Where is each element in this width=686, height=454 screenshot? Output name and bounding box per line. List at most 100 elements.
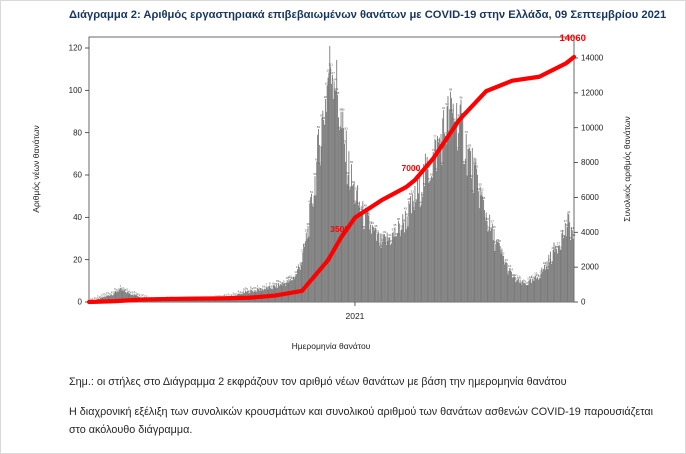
bar <box>450 98 452 302</box>
bar-value-label: 6 <box>253 286 255 290</box>
bar-value-label: 2 <box>144 295 146 299</box>
bar-value-label: 16 <box>546 265 550 269</box>
bar-value-label: 28 <box>498 239 502 243</box>
bar-value-label: 24 <box>553 248 557 252</box>
bar <box>172 300 174 302</box>
bar <box>444 133 445 302</box>
bar <box>471 147 473 302</box>
bar-value-label: 13 <box>506 271 510 275</box>
bar <box>361 208 363 302</box>
bar <box>187 299 189 302</box>
bar-value-label: 45 <box>312 202 316 206</box>
bar <box>540 273 542 302</box>
bar <box>178 299 180 302</box>
bar-value-label: 8 <box>526 281 528 285</box>
bar <box>570 240 571 302</box>
bar <box>470 151 472 302</box>
bar <box>395 236 397 302</box>
bar-value-label: 36 <box>565 223 569 227</box>
bar <box>411 193 413 302</box>
bar-value-label: 79 <box>465 130 469 134</box>
bar <box>373 230 375 302</box>
bar <box>464 164 465 302</box>
bar <box>297 269 299 302</box>
bar-value-label: 28 <box>390 239 394 243</box>
bar-value-label: 99 <box>449 88 453 92</box>
bar <box>358 201 360 302</box>
bar <box>286 279 288 302</box>
bar <box>444 135 446 302</box>
bar <box>392 231 394 302</box>
bar <box>326 85 328 303</box>
bar <box>415 202 417 302</box>
bar-value-label: 28 <box>496 238 500 242</box>
bar-value-label: 5 <box>243 287 245 291</box>
bar-value-label: 72 <box>456 146 460 150</box>
bar-value-label: 4 <box>128 290 130 294</box>
bar <box>515 282 517 302</box>
bar <box>371 233 372 302</box>
line-annotation: 7000 <box>401 163 420 173</box>
bar-value-label: 2 <box>146 295 148 299</box>
bar <box>557 245 559 302</box>
bar <box>556 249 558 302</box>
bar <box>368 215 370 302</box>
cumulative-line <box>86 54 577 305</box>
bar <box>396 236 398 302</box>
bar <box>411 213 412 302</box>
bar <box>308 236 310 302</box>
bar-value-label: 100 <box>333 87 338 91</box>
bar <box>112 295 113 302</box>
bar-value-label: 91 <box>442 106 446 110</box>
right-tick-label: 4000 <box>581 228 599 237</box>
bar <box>483 199 485 302</box>
bar <box>523 282 525 302</box>
bar-value-label: 46 <box>419 201 423 205</box>
bar <box>457 133 459 302</box>
bar-value-label: 107 <box>330 71 335 75</box>
y-axis-label-right: Συνολικός αριθμός θανάτων <box>622 116 632 222</box>
bar <box>201 299 203 302</box>
bar <box>109 295 111 302</box>
left-tick-label: 120 <box>69 44 83 53</box>
bar-value-label: 2 <box>219 294 221 298</box>
bar <box>464 158 466 302</box>
bar <box>107 295 109 302</box>
bar <box>198 300 200 302</box>
bar <box>105 295 107 302</box>
bar <box>315 195 317 302</box>
bar-value-label: 76 <box>437 138 441 142</box>
bar <box>379 233 381 302</box>
bar <box>522 280 524 302</box>
bar <box>300 264 302 302</box>
bar <box>181 299 183 302</box>
bar-value-label: 81 <box>338 126 342 130</box>
bar <box>360 215 362 302</box>
bar <box>547 269 549 302</box>
bar <box>374 228 376 302</box>
bar <box>401 228 403 302</box>
bar-value-label: 85 <box>452 118 456 122</box>
bar <box>339 126 341 302</box>
bar <box>305 232 307 302</box>
bar <box>205 299 206 302</box>
bar <box>341 128 343 302</box>
bar-value-label: 31 <box>572 233 576 237</box>
bar-value-label: 25 <box>551 246 555 250</box>
bar <box>350 187 352 302</box>
bar-value-label: 11 <box>538 274 541 278</box>
bar <box>537 277 538 302</box>
bar <box>566 226 568 302</box>
bar-value-label: 45 <box>364 204 368 208</box>
bar <box>504 262 506 302</box>
bar-value-label: 28 <box>381 238 385 242</box>
bar <box>502 255 504 302</box>
bar-value-label: 47 <box>308 199 312 203</box>
bar <box>520 282 522 302</box>
bar <box>331 74 333 302</box>
x-tick-label: 2021 <box>346 311 365 321</box>
bar-value-label: 18 <box>543 261 547 265</box>
bar <box>543 269 545 302</box>
bar <box>440 133 442 302</box>
bar <box>555 245 557 302</box>
